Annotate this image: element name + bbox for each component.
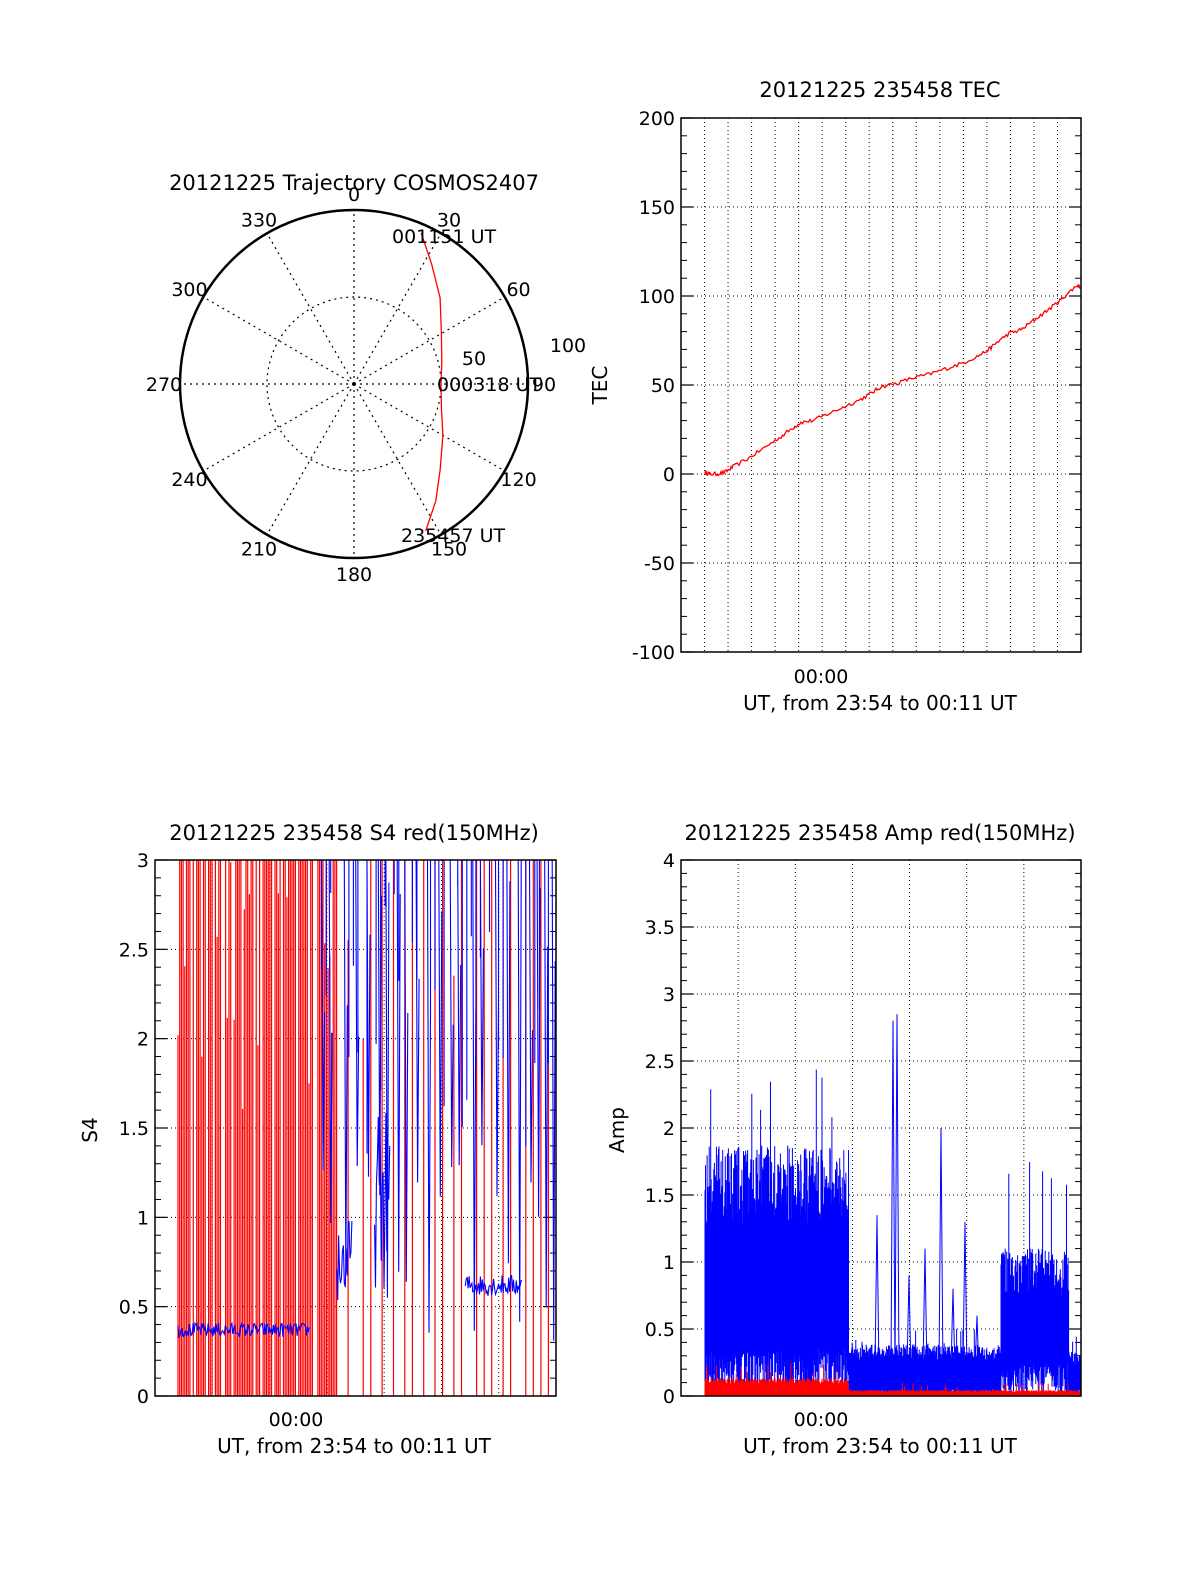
tec-x-axis-label: UT, from 23:54 to 00:11 UT — [743, 691, 1018, 715]
tec-series-line — [704, 283, 1082, 477]
y-tick-label: 200 — [639, 108, 675, 130]
y-tick-label: 1.5 — [645, 1185, 675, 1207]
tec-y-tick-labels: -100 -50 0 50 100 150 200 — [632, 108, 675, 664]
track-mid-label: 000318 UT — [437, 374, 541, 396]
track-end-label: 001151 UT — [392, 226, 496, 248]
s4-blue-series — [177, 859, 556, 1341]
azimuth-spokes — [180, 210, 528, 558]
y-tick-label: 50 — [651, 375, 675, 397]
azimuth-label-210: 210 — [241, 539, 277, 561]
tec-frame — [680, 117, 1082, 653]
amp-x-axis-label: UT, from 23:54 to 00:11 UT — [743, 1434, 1018, 1458]
y-tick-label: -100 — [632, 642, 675, 664]
y-tick-label: 150 — [639, 197, 675, 219]
azimuth-label-30: 30 — [437, 209, 461, 231]
amp-y-tick-labels: 0 0.5 1 1.5 2 2.5 3 3.5 4 — [645, 850, 675, 1408]
amp-x-tick-label: 00:00 — [794, 1409, 849, 1431]
tec-plot: 20121225 235458 TEC -100-50050100150200 … — [588, 78, 1082, 715]
amp-frame — [680, 859, 1082, 1397]
amp-title: 20121225 235458 Amp red(150MHz) — [684, 821, 1075, 845]
s4-red-spikes — [177, 860, 549, 1396]
azimuth-spoke-300 — [203, 296, 355, 385]
s4-frame — [154, 859, 557, 1397]
azimuth-spoke-30 — [353, 233, 442, 385]
y-tick-label: 0.5 — [119, 1297, 149, 1319]
y-tick-label: 0.5 — [645, 1319, 675, 1341]
azimuth-spoke-240 — [203, 383, 355, 472]
azimuth-label-90: 90 — [532, 374, 556, 396]
amp-blue-series — [704, 1014, 1082, 1396]
radial-tick-50: 50 — [462, 348, 486, 370]
amp-plot: 20121225 235458 Amp red(150MHz) 0 0.5 1 1.5… — [605, 821, 1082, 1458]
s4-x-tick-label: 00:00 — [269, 1409, 324, 1431]
azimuth-label-270: 270 — [146, 374, 182, 396]
amp-red-series — [704, 1363, 1082, 1396]
azimuth-label-330: 330 — [241, 209, 277, 231]
s4-x-axis-label: UT, from 23:54 to 00:11 UT — [217, 1434, 492, 1458]
tec-y-axis-label: TEC — [588, 366, 612, 406]
s4-red-series — [177, 860, 549, 1396]
s4-title: 20121225 235458 S4 red(150MHz) — [169, 821, 539, 845]
y-tick-label: 2.5 — [119, 939, 149, 961]
y-tick-label: 0 — [663, 464, 675, 486]
amp-y-axis-label: Amp — [605, 1107, 629, 1153]
azimuth-spoke-60 — [353, 296, 505, 385]
trajectory-track — [420, 232, 444, 532]
s4-blue-trace — [177, 859, 556, 1341]
y-tick-label: 3.5 — [645, 917, 675, 939]
y-tick-label: 3 — [137, 850, 149, 872]
horizon-circle — [178, 208, 530, 560]
trajectory-polar-plot: 20121225 Trajectory COSMOS2407 0 30 60 90 12… — [146, 171, 586, 586]
y-tick-label: 2.5 — [645, 1051, 675, 1073]
azimuth-spoke-330 — [266, 233, 355, 385]
y-tick-label: 1 — [663, 1252, 675, 1274]
y-tick-label: 0 — [663, 1386, 675, 1408]
s4-y-tick-labels: 0 0.5 1 1.5 2 2.5 3 — [119, 850, 149, 1408]
tec-title: 20121225 235458 TEC — [759, 78, 1000, 102]
tec-x-tick-label: 00:00 — [794, 666, 849, 688]
s4-plot: 20121225 235458 S4 red(150MHz) 0 0.5 1 1.5 2… — [78, 821, 557, 1458]
azimuth-label-150: 150 — [431, 539, 467, 561]
azimuth-label-0: 0 — [348, 184, 360, 206]
azimuth-label-180: 180 — [336, 564, 372, 586]
azimuth-spoke-210 — [266, 383, 355, 535]
radial-tick-100: 100 — [550, 335, 586, 357]
azimuth-labels: 0 30 60 90 120 150 180 210 240 270 300 330 — [146, 184, 556, 586]
azimuth-label-60: 60 — [506, 279, 530, 301]
track-start-label: 235457 UT — [401, 525, 505, 547]
y-tick-label: 1.5 — [119, 1118, 149, 1140]
azimuth-spoke-150 — [353, 383, 442, 535]
y-tick-label: -50 — [644, 553, 675, 575]
azimuth-label-120: 120 — [500, 469, 536, 491]
azimuth-label-240: 240 — [171, 469, 207, 491]
y-tick-label: 0 — [137, 1386, 149, 1408]
tec-grid — [681, 117, 1081, 653]
s4-y-axis-label: S4 — [78, 1117, 102, 1142]
y-tick-label: 100 — [639, 286, 675, 308]
y-tick-label: 3 — [663, 984, 675, 1006]
azimuth-label-300: 300 — [171, 279, 207, 301]
trajectory-title: 20121225 Trajectory COSMOS2407 — [169, 171, 539, 195]
y-tick-label: 2 — [137, 1029, 149, 1051]
y-tick-label: 4 — [663, 850, 675, 872]
azimuth-spoke-120 — [353, 383, 505, 472]
y-tick-label: 2 — [663, 1118, 675, 1140]
y-tick-label: 1 — [137, 1207, 149, 1229]
